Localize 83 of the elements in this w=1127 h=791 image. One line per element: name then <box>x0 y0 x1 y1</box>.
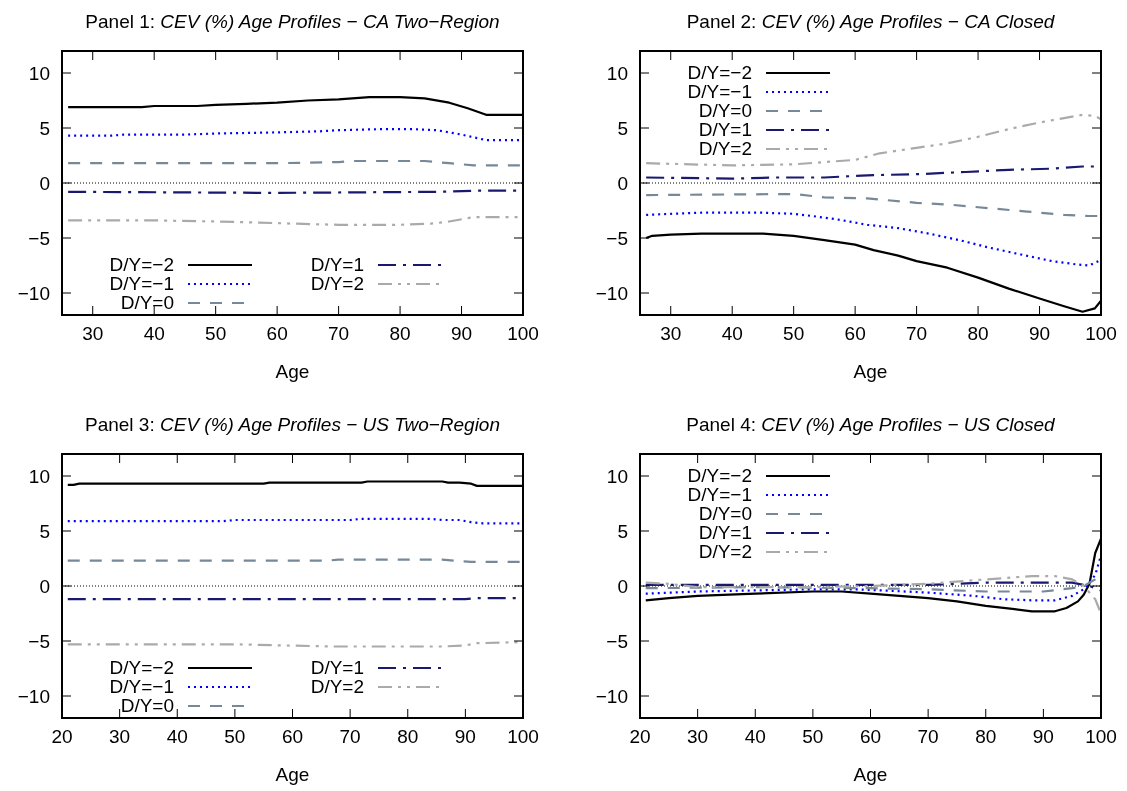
x-tick-label: 80 <box>389 323 411 344</box>
x-tick-label: 50 <box>783 323 805 344</box>
x-tick-label: 90 <box>450 323 473 344</box>
x-tick-label: 90 <box>454 726 476 747</box>
y-tick-label: −5 <box>28 631 50 652</box>
x-tick-label: 90 <box>1028 323 1051 344</box>
line-series <box>644 581 1103 592</box>
x-tick-label: 60 <box>859 726 882 747</box>
x-tick-label: 80 <box>975 726 997 747</box>
x-axis-title: Age <box>853 361 888 382</box>
y-tick-label: −10 <box>17 686 50 707</box>
y-tick-label: 5 <box>617 521 628 542</box>
legend-label: D/Y=2 <box>698 138 752 159</box>
y-tick-label: 10 <box>28 63 50 84</box>
legend-label: D/Y=1 <box>310 657 364 678</box>
chart-title: Panel 3: CEV (%) Age Profiles − US Two−Region <box>84 414 501 435</box>
x-tick-label: 50 <box>205 323 227 344</box>
x-tick-label: 50 <box>802 726 824 747</box>
chart-title: Panel 1: CEV (%) Age Profiles − CA Two−Region <box>85 11 500 32</box>
x-tick-label: 40 <box>721 323 743 344</box>
y-tick-label: 10 <box>28 466 50 487</box>
x-tick-label: 40 <box>744 726 766 747</box>
y-tick-label: 5 <box>39 118 50 139</box>
x-tick-label: 70 <box>917 726 939 747</box>
y-tick-label: 5 <box>39 521 50 542</box>
x-tick-label: 30 <box>660 323 682 344</box>
chart-title: Panel 2: CEV (%) Age Profiles − CA Closed <box>686 11 1056 32</box>
x-tick-label: 100 <box>507 726 539 747</box>
x-tick-label: 30 <box>82 323 104 344</box>
y-tick-label: 10 <box>606 63 628 84</box>
legend-label: D/Y=2 <box>310 676 364 697</box>
y-tick-label: −5 <box>28 228 50 249</box>
legend-label: D/Y=1 <box>698 119 752 140</box>
legend-label: D/Y=−2 <box>687 465 752 486</box>
legend-label: D/Y=0 <box>120 292 174 313</box>
legend-label: D/Y=1 <box>310 254 364 275</box>
legend-label: D/Y=−1 <box>109 676 174 697</box>
x-tick-label: 30 <box>109 726 131 747</box>
x-axis-title: Age <box>853 764 888 785</box>
y-tick-label: 5 <box>617 118 628 139</box>
x-tick-label: 30 <box>687 726 709 747</box>
y-tick-label: −10 <box>595 686 628 707</box>
legend-label: D/Y=1 <box>698 522 752 543</box>
legend-label: D/Y=−2 <box>109 254 174 275</box>
legend-label: D/Y=−1 <box>109 273 174 294</box>
y-tick-label: 0 <box>617 576 628 597</box>
legend-label: D/Y=0 <box>698 503 752 524</box>
x-tick-label: 20 <box>51 726 73 747</box>
y-tick-label: 10 <box>606 466 628 487</box>
legend-label: D/Y=0 <box>120 695 174 716</box>
x-tick-label: 80 <box>967 323 989 344</box>
x-tick-label: 70 <box>339 726 361 747</box>
legend-label: D/Y=−2 <box>687 62 752 83</box>
x-tick-label: 60 <box>844 323 866 344</box>
x-tick-label: 70 <box>906 323 928 344</box>
x-tick-label: 100 <box>1085 726 1117 747</box>
x-tick-label: 100 <box>507 323 539 344</box>
y-tick-label: −5 <box>606 631 628 652</box>
y-tick-label: 0 <box>39 576 50 597</box>
x-tick-label: 20 <box>629 726 651 747</box>
y-tick-label: −10 <box>17 283 50 304</box>
legend-label: D/Y=2 <box>698 541 752 562</box>
y-tick-label: −10 <box>595 283 628 304</box>
x-tick-label: 90 <box>1032 726 1054 747</box>
x-axis-title: Age <box>275 764 310 785</box>
y-tick-label: 0 <box>39 173 50 194</box>
x-tick-label: 50 <box>224 726 246 747</box>
chart-title: Panel 4: CEV (%) Age Profiles − US Closed <box>686 414 1057 435</box>
legend-label: D/Y=−1 <box>687 484 752 505</box>
y-tick-label: 0 <box>617 173 628 194</box>
x-tick-label: 40 <box>143 323 165 344</box>
legend-label: D/Y=−1 <box>687 81 752 102</box>
legend-label: D/Y=2 <box>310 273 364 294</box>
x-tick-label: 40 <box>166 726 188 747</box>
x-tick-label: 80 <box>397 726 419 747</box>
y-tick-label: −5 <box>606 228 628 249</box>
legend-label: D/Y=0 <box>698 100 752 121</box>
x-tick-label: 100 <box>1085 323 1117 344</box>
legend-label: D/Y=−2 <box>109 657 174 678</box>
x-axis-title: Age <box>275 361 310 382</box>
x-tick-label: 70 <box>328 323 350 344</box>
x-tick-label: 60 <box>281 726 304 747</box>
x-tick-label: 60 <box>266 323 288 344</box>
